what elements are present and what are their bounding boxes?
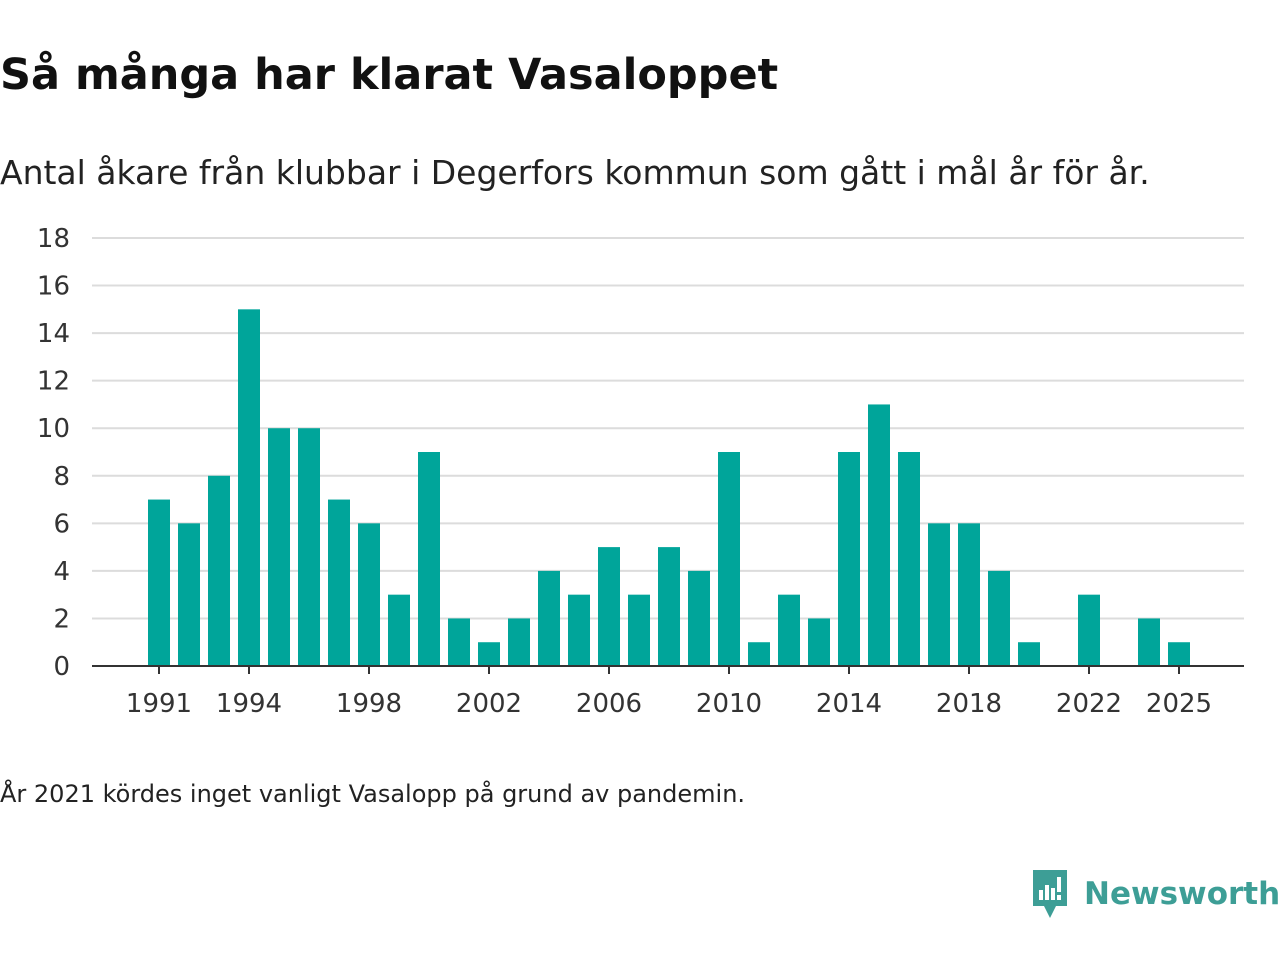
- bar-2007: [628, 594, 650, 666]
- y-tick-label: 10: [37, 414, 70, 444]
- bar-2002: [478, 642, 500, 666]
- bar-1991: [148, 499, 170, 666]
- newsworthy-logo-icon: [1033, 870, 1067, 918]
- bar-2005: [568, 594, 590, 666]
- y-tick-label: 16: [37, 272, 70, 302]
- bar-1993: [208, 475, 230, 666]
- y-tick-label: 4: [53, 557, 70, 587]
- chart-subtitle: Antal åkare från klubbar i Degerfors kom…: [0, 153, 1150, 192]
- bar-1996: [298, 428, 320, 666]
- y-tick-label: 0: [53, 652, 70, 682]
- bar-2011: [748, 642, 770, 666]
- bar-2025: [1168, 642, 1190, 666]
- bar-2014: [838, 452, 860, 666]
- y-tick-label: 8: [53, 462, 70, 492]
- bar-1994: [238, 309, 260, 666]
- x-tick-label: 1998: [336, 689, 402, 719]
- y-tick-label: 18: [37, 224, 70, 254]
- bar-2013: [808, 618, 830, 666]
- bar-2017: [928, 523, 950, 666]
- footnote: År 2021 kördes inget vanligt Vasalopp på…: [0, 780, 746, 808]
- bar-2003: [508, 618, 530, 666]
- bar-2016: [898, 452, 920, 666]
- bar-2001: [448, 618, 470, 666]
- y-tick-label: 2: [53, 604, 70, 634]
- x-tick-label: 2006: [576, 689, 642, 719]
- bar-2018: [958, 523, 980, 666]
- bar-2020: [1018, 642, 1040, 666]
- bars: [148, 309, 1190, 666]
- x-tick-label: 1991: [126, 689, 192, 719]
- bar-2004: [538, 570, 560, 666]
- bar-2006: [598, 547, 620, 666]
- bar-2019: [988, 570, 1010, 666]
- axes: 0 2 4 6 8 10 12 14 16 18 1991 1994 1998 2002 2006 2010 2…: [37, 224, 1244, 719]
- x-tick-label: 2010: [696, 689, 762, 719]
- x-tick-label: 2022: [1056, 689, 1122, 719]
- y-tick-label: 12: [37, 367, 70, 397]
- bar-2012: [778, 594, 800, 666]
- bar-1992: [178, 523, 200, 666]
- x-tick-label: 2014: [816, 689, 882, 719]
- bar-1997: [328, 499, 350, 666]
- bar-2010: [718, 452, 740, 666]
- x-tick-label: 2002: [456, 689, 522, 719]
- newsworthy-logo: Newsworthy: [1030, 868, 1280, 920]
- bar-2000: [418, 452, 440, 666]
- bar-2015: [868, 404, 890, 666]
- bar-2008: [658, 547, 680, 666]
- bar-2024: [1138, 618, 1160, 666]
- bar-1995: [268, 428, 290, 666]
- logo-text: Newsworthy: [1084, 876, 1280, 912]
- bar-1999: [388, 594, 410, 666]
- y-tick-label: 14: [37, 319, 70, 349]
- x-tick-label: 2018: [936, 689, 1002, 719]
- x-tick-label: 2025: [1146, 689, 1212, 719]
- chart-title: Så många har klarat Vasaloppet: [0, 50, 779, 100]
- bar-2022: [1078, 594, 1100, 666]
- bar-1998: [358, 523, 380, 666]
- y-tick-label: 6: [53, 509, 70, 539]
- bar-2009: [688, 570, 710, 666]
- x-tick-label: 1994: [216, 689, 282, 719]
